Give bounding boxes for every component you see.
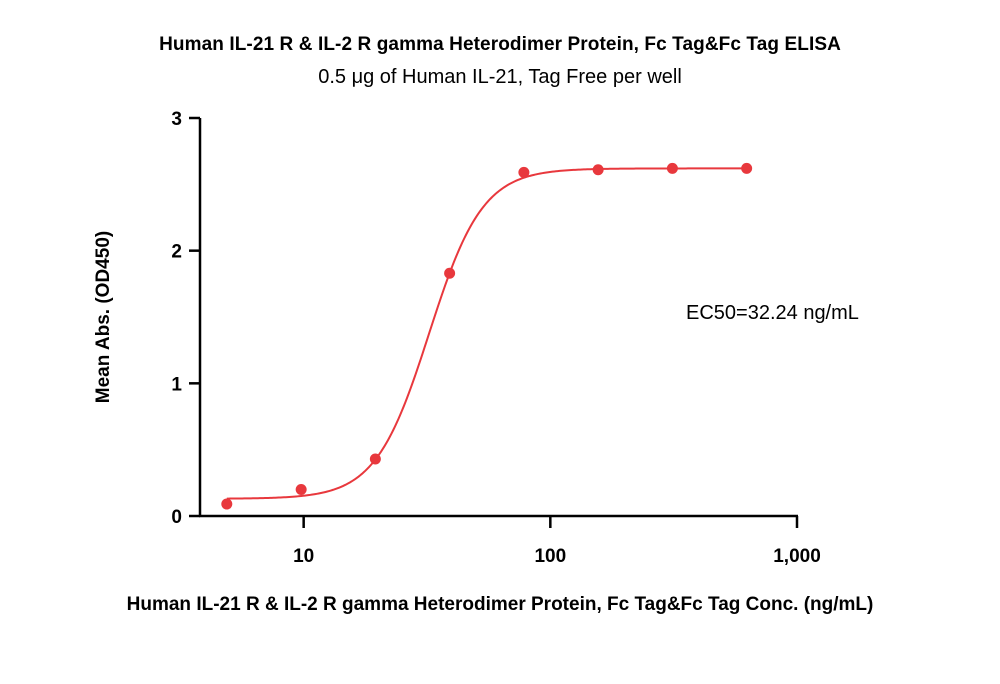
- data-point: [518, 166, 530, 178]
- x-tick-label: 1,000: [773, 546, 821, 567]
- data-points: [221, 162, 753, 510]
- data-point: [295, 483, 307, 495]
- chart-title: Human IL-21 R & IL-2 R gamma Heterodimer…: [159, 34, 841, 55]
- ec50-annotation: EC50=32.24 ng/mL: [686, 302, 859, 324]
- data-point: [444, 267, 456, 279]
- x-tick-label: 100: [534, 546, 566, 567]
- x-axis-label: Human IL-21 R & IL-2 R gamma Heterodimer…: [126, 594, 874, 615]
- data-point: [666, 162, 678, 174]
- axes: 0 1 2 3 10 100 1,000: [171, 109, 820, 567]
- fit-curve-group: [226, 167, 747, 500]
- data-point: [221, 498, 233, 510]
- data-point: [741, 162, 753, 174]
- data-point: [592, 164, 604, 176]
- fit-curve: [226, 167, 747, 500]
- y-tick-label: 1: [171, 374, 182, 395]
- y-tick-label: 0: [171, 507, 182, 528]
- y-tick-label: 2: [171, 242, 182, 263]
- x-tick-label: 10: [293, 546, 314, 567]
- data-point: [369, 453, 381, 465]
- chart-subtitle: 0.5 μg of Human IL-21, Tag Free per well: [318, 66, 682, 88]
- y-tick-label: 3: [171, 109, 182, 130]
- y-axis-label: Mean Abs. (OD450): [93, 230, 114, 404]
